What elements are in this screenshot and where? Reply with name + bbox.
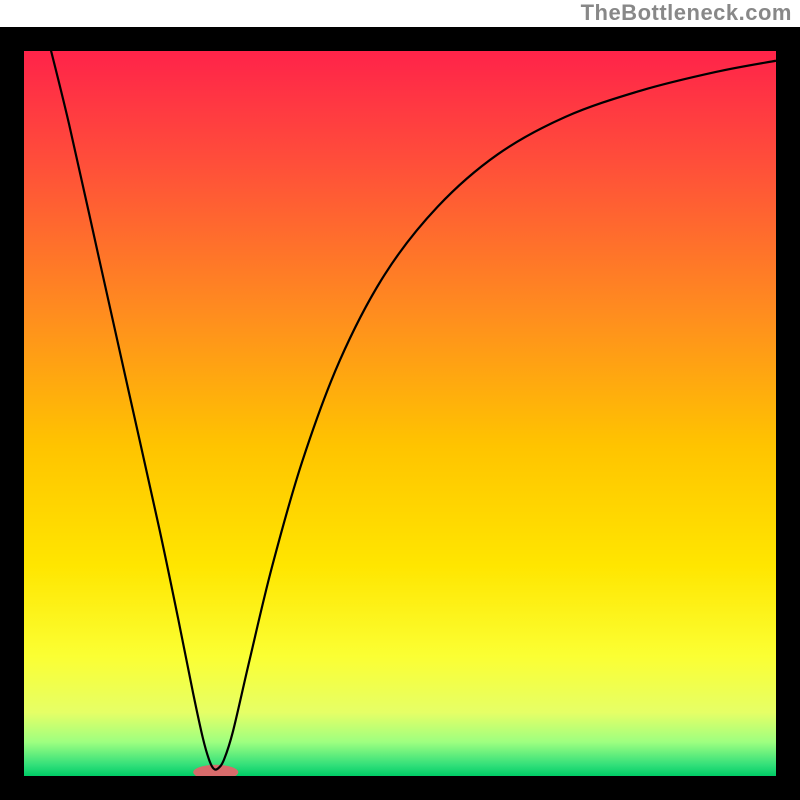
watermark-text: TheBottleneck.com (581, 0, 792, 26)
chart-stage: TheBottleneck.com (0, 0, 800, 800)
chart-svg (0, 0, 800, 800)
plot-background (24, 27, 776, 776)
